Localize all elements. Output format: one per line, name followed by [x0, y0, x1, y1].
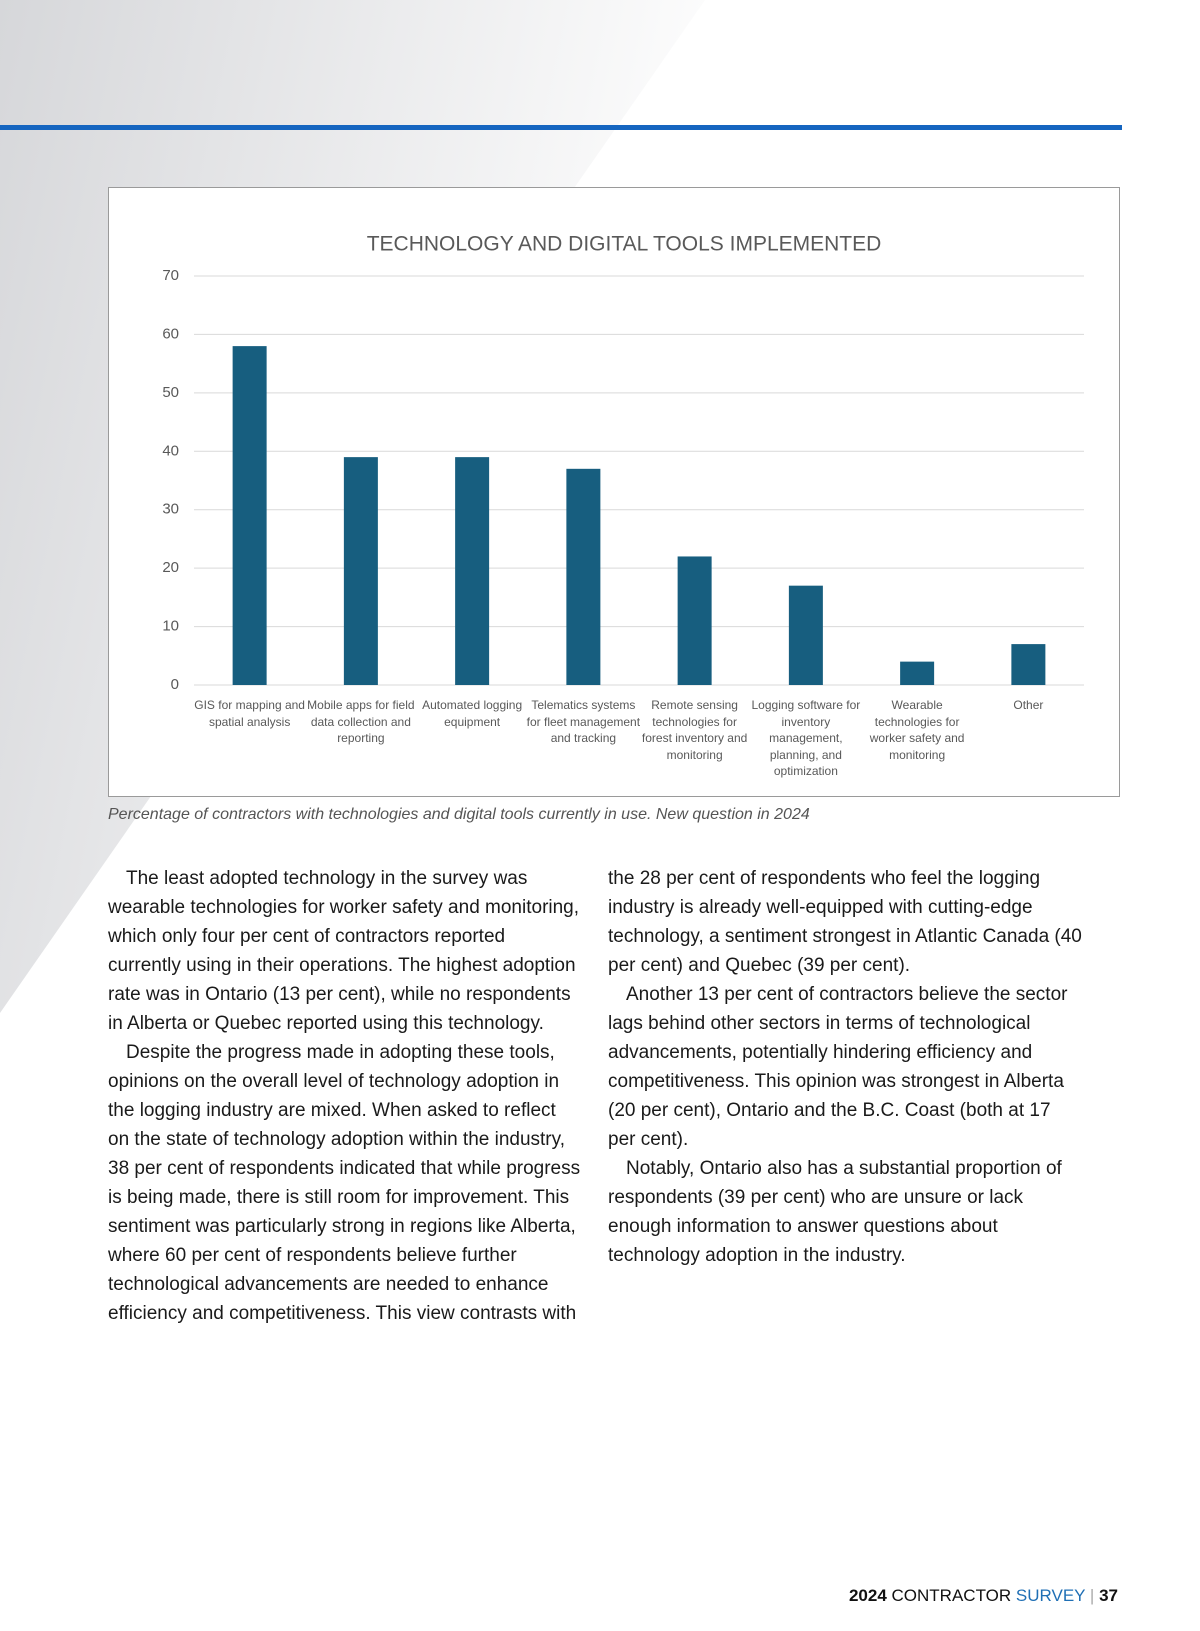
body-text: The least adopted technology in the surv… [108, 864, 1082, 1344]
bar [232, 346, 267, 685]
y-tick-label: 50 [162, 384, 179, 401]
y-tick-label: 20 [162, 559, 179, 576]
page-number: 37 [1099, 1586, 1118, 1605]
bar [455, 457, 490, 685]
top-rule [0, 125, 1122, 130]
y-tick-label: 30 [162, 501, 179, 518]
chart-title: TECHNOLOGY AND DIGITAL TOOLS IMPLEMENTED [367, 233, 882, 256]
bar [566, 468, 601, 685]
bar [343, 457, 378, 685]
paragraph: Notably, Ontario also has a substantial … [608, 1158, 1062, 1266]
y-tick-label: 40 [162, 442, 179, 459]
footer-title: CONTRACTOR [891, 1586, 1012, 1605]
paragraph: Another 13 per cent of contractors belie… [608, 984, 1068, 1150]
bar [677, 556, 712, 685]
paragraph: Despite the progress made in adopting th… [108, 868, 1082, 1324]
x-tick-label: Automated logging equipment [422, 698, 523, 729]
x-tick-label: Telematics systems for fleet management … [526, 698, 641, 745]
footer: 2024 CONTRACTOR SURVEY | 37 [848, 1586, 1118, 1605]
x-tick-label: Other [1013, 698, 1044, 712]
x-tick-label: Mobile apps for field data collection an… [307, 698, 415, 745]
x-tick-label: Remote sensing technologies for forest i… [641, 698, 748, 762]
x-tick-label: Logging software for inventory managemen… [751, 698, 861, 778]
y-tick-label: 10 [162, 618, 179, 635]
caption: Percentage of contractors with technolog… [108, 806, 810, 823]
y-tick-label: 60 [162, 325, 179, 342]
y-tick-label: 0 [171, 676, 179, 693]
bar [900, 661, 935, 685]
y-tick-label: 70 [162, 267, 179, 284]
paragraph: The least adopted technology in the surv… [108, 868, 580, 1034]
bar [788, 585, 823, 685]
footer-year: 2024 [848, 1586, 887, 1605]
x-tick-label: GIS for mapping and spatial analysis [194, 698, 305, 729]
bar [1011, 644, 1046, 685]
chart-box: TECHNOLOGY AND DIGITAL TOOLS IMPLEMENTED… [108, 187, 1120, 797]
x-tick-label: Wearable technologies for worker safety … [869, 698, 965, 762]
chart: TECHNOLOGY AND DIGITAL TOOLS IMPLEMENTED… [162, 233, 1084, 693]
footer-subtitle: SURVEY [1015, 1586, 1086, 1605]
